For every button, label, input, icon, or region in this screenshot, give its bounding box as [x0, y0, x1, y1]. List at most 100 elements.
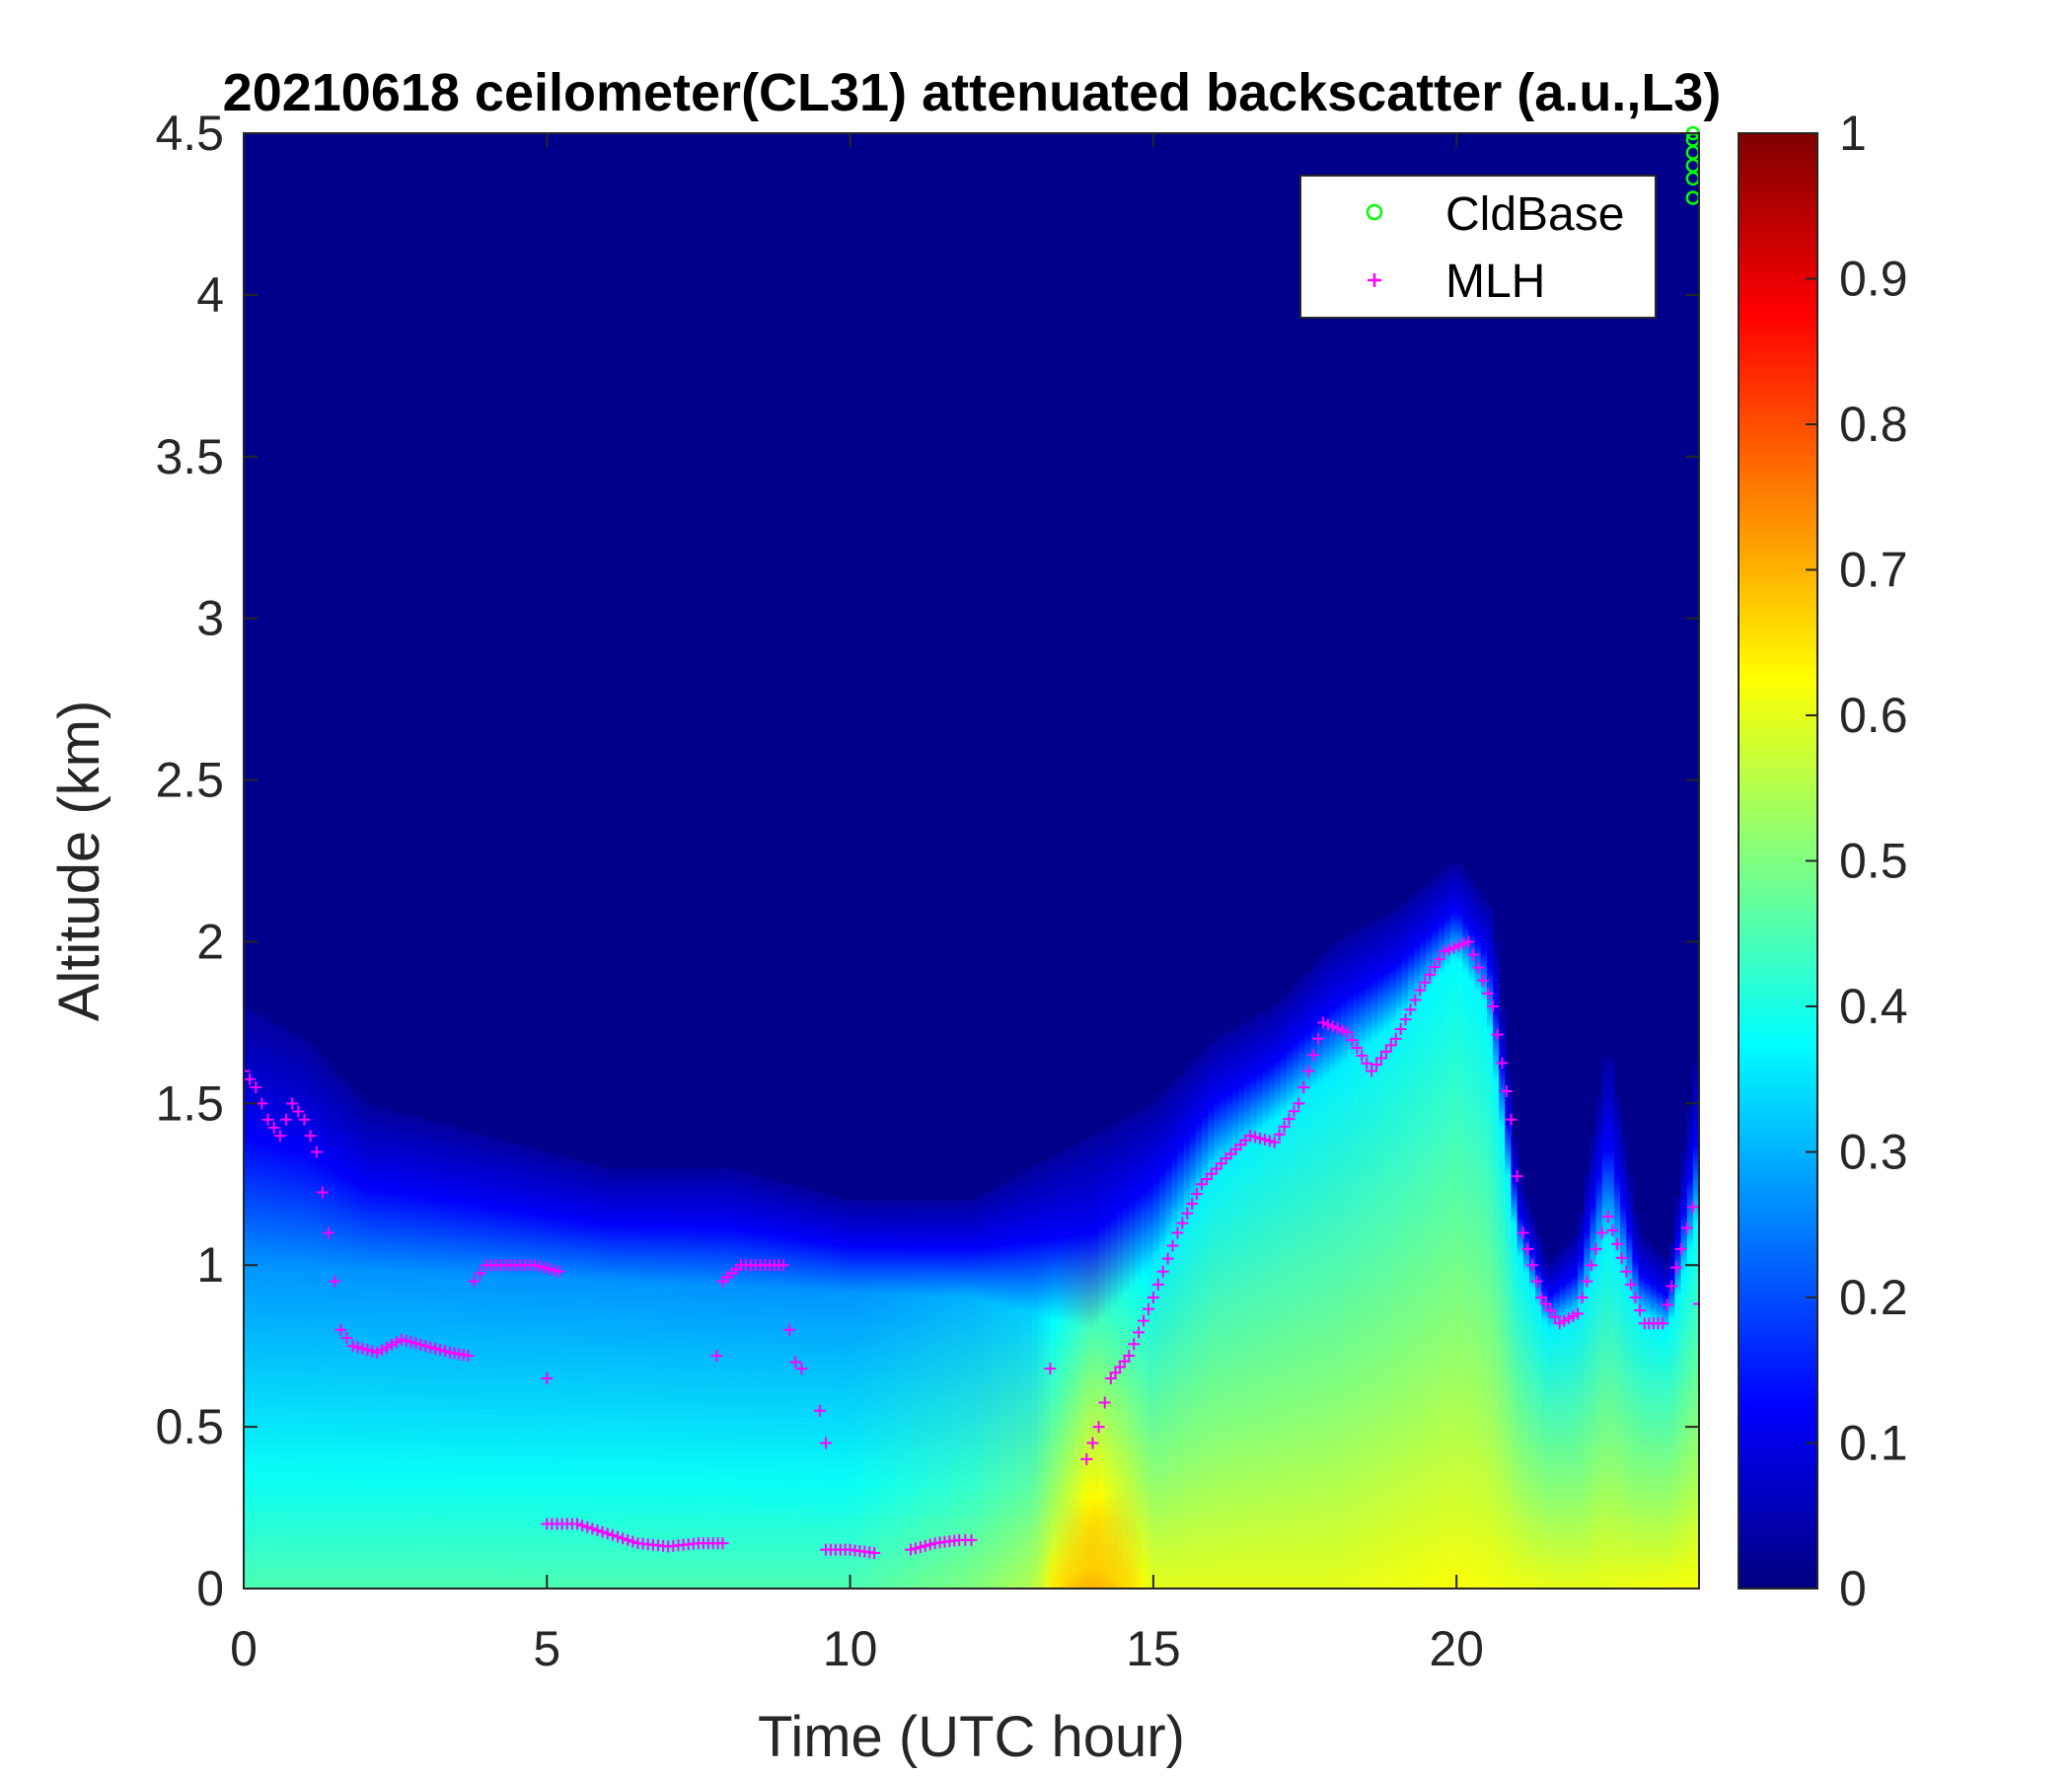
heatmap-column	[1590, 1136, 1597, 1589]
mlh-point	[340, 1331, 353, 1344]
heatmap-column	[1383, 914, 1391, 1589]
mlh-point	[1680, 1221, 1693, 1234]
heatmap-column	[649, 1167, 657, 1589]
heatmap-column	[292, 1033, 300, 1589]
mlh-point	[591, 1524, 604, 1536]
heatmap-column	[558, 1155, 566, 1589]
mlh-point	[1366, 1065, 1378, 1077]
heatmap-column	[1680, 1151, 1688, 1589]
mlh-point	[468, 1275, 481, 1288]
heatmap-column	[340, 1080, 348, 1589]
mlh-point	[1384, 1039, 1397, 1052]
heatmap-column	[1189, 1061, 1197, 1589]
heatmap-column	[838, 1198, 846, 1589]
heatmap-column	[704, 1167, 712, 1589]
mlh-point	[1409, 994, 1422, 1006]
mlh-point	[1624, 1278, 1637, 1291]
heatmap-column	[1389, 911, 1397, 1589]
heatmap-column	[1493, 941, 1500, 1589]
heatmap-column	[1607, 1058, 1615, 1589]
heatmap-column	[1371, 921, 1379, 1589]
heatmap-column	[1450, 862, 1457, 1589]
heatmap-column	[1110, 1124, 1118, 1589]
mlh-point	[586, 1522, 599, 1535]
heatmap-column	[898, 1200, 906, 1589]
mlh-point	[1404, 1003, 1417, 1016]
heatmap-column	[1056, 1153, 1064, 1589]
mlh-point	[1496, 1057, 1509, 1070]
colorbar-tick-label: 0.1	[1839, 1416, 1908, 1471]
heatmap-column	[1620, 1136, 1628, 1589]
mlh-point	[820, 1437, 832, 1449]
mlh-point	[789, 1356, 802, 1369]
heatmap-column	[474, 1133, 481, 1589]
colorbar-tick-label: 0.8	[1839, 397, 1908, 452]
heatmap-column	[329, 1068, 335, 1589]
mlh-point	[244, 1073, 257, 1085]
mlh-point	[256, 1097, 268, 1110]
heatmap-column	[1073, 1144, 1081, 1589]
mlh-point	[1525, 1259, 1538, 1272]
mlh-point	[1293, 1097, 1305, 1110]
mlh-point	[1086, 1437, 1099, 1449]
x-tick-label: 5	[533, 1621, 560, 1676]
mlh-point	[1521, 1242, 1534, 1255]
heatmap-column	[771, 1180, 778, 1589]
mlh-point	[304, 1130, 317, 1143]
heatmap-column	[1177, 1073, 1185, 1589]
mlh-point	[1181, 1207, 1194, 1220]
mlh-point	[1389, 1032, 1402, 1045]
heatmap-column	[631, 1167, 639, 1589]
heatmap-column	[322, 1061, 330, 1589]
heatmap-column	[795, 1186, 803, 1589]
heatmap-column	[1195, 1055, 1203, 1589]
mlh-point	[1601, 1211, 1614, 1223]
heatmap-column	[244, 1007, 251, 1589]
heatmap-column	[674, 1167, 682, 1589]
heatmap-column	[1528, 1217, 1536, 1589]
heatmap-column	[1420, 887, 1428, 1589]
mlh-point	[1611, 1237, 1624, 1250]
mlh-point	[716, 1537, 729, 1550]
mlh-point	[1370, 1059, 1383, 1071]
heatmap-column	[655, 1167, 663, 1589]
mlh-point	[783, 1323, 796, 1336]
heatmap-column	[620, 1167, 627, 1589]
heatmap-column	[1359, 926, 1367, 1589]
heatmap-column	[1293, 984, 1300, 1589]
heatmap-column	[1468, 880, 1476, 1589]
heatmap-column	[364, 1104, 372, 1589]
heatmap-column	[298, 1037, 306, 1589]
heatmap-column	[710, 1167, 718, 1589]
y-tick-label: 2.5	[155, 753, 224, 808]
mlh-point	[1414, 984, 1427, 997]
heatmap-column	[1426, 882, 1434, 1589]
mlh-point	[1535, 1292, 1548, 1303]
heatmap-column	[747, 1173, 755, 1589]
mlh-point	[1424, 968, 1437, 981]
mlh-point	[310, 1146, 323, 1158]
mlh-point	[1080, 1452, 1093, 1465]
heatmap-column	[1104, 1127, 1112, 1589]
heatmap-column	[680, 1167, 688, 1589]
heatmap-column	[256, 1014, 263, 1589]
heatmap-column	[740, 1171, 748, 1589]
heatmap-column	[1511, 1136, 1518, 1589]
heatmap-column	[1414, 892, 1422, 1589]
heatmap-column	[1001, 1182, 1009, 1589]
heatmap-column	[395, 1112, 403, 1589]
heatmap-column	[728, 1168, 736, 1589]
heatmap-column	[250, 1010, 258, 1589]
heatmap-column	[880, 1200, 888, 1589]
heatmap-column	[419, 1118, 427, 1589]
heatmap-column	[1092, 1134, 1100, 1589]
heatmap-column	[1578, 1213, 1586, 1589]
mlh-point	[1500, 1085, 1513, 1098]
heatmap-column	[273, 1024, 281, 1589]
heatmap-column	[1663, 1261, 1670, 1589]
legend-cldbase-marker	[1366, 203, 1383, 221]
y-tick-label: 4	[196, 267, 224, 323]
y-tick-label: 3.5	[155, 429, 224, 484]
heatmap-column	[407, 1115, 414, 1589]
mlh-point	[1629, 1292, 1642, 1303]
